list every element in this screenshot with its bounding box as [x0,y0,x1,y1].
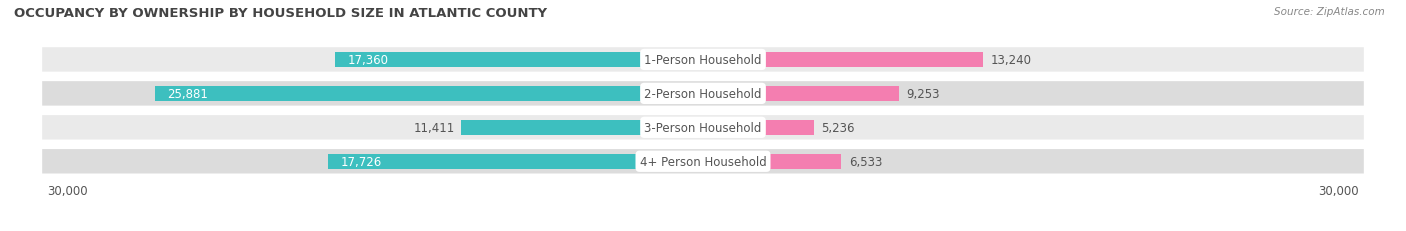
Bar [703,86,898,102]
Text: OCCUPANCY BY OWNERSHIP BY HOUSEHOLD SIZE IN ATLANTIC COUNTY: OCCUPANCY BY OWNERSHIP BY HOUSEHOLD SIZE… [14,7,547,20]
Bar [703,154,841,169]
Bar [461,120,703,135]
Text: 17,360: 17,360 [349,54,389,67]
Text: 6,533: 6,533 [849,155,883,168]
FancyBboxPatch shape [42,149,1364,174]
Text: 4+ Person Household: 4+ Person Household [640,155,766,168]
Text: Source: ZipAtlas.com: Source: ZipAtlas.com [1274,7,1385,17]
Bar [335,53,703,68]
Text: 2-Person Household: 2-Person Household [644,88,762,100]
Bar [703,120,814,135]
Text: 9,253: 9,253 [907,88,941,100]
Text: 5,236: 5,236 [821,121,855,134]
Bar [703,53,983,68]
Text: 17,726: 17,726 [340,155,381,168]
Text: 25,881: 25,881 [167,88,208,100]
Text: 13,240: 13,240 [991,54,1032,67]
FancyBboxPatch shape [42,82,1364,106]
Text: 3-Person Household: 3-Person Household [644,121,762,134]
Bar [155,86,703,102]
Bar [328,154,703,169]
Text: 11,411: 11,411 [413,121,456,134]
Text: 1-Person Household: 1-Person Household [644,54,762,67]
FancyBboxPatch shape [42,116,1364,140]
FancyBboxPatch shape [42,48,1364,72]
